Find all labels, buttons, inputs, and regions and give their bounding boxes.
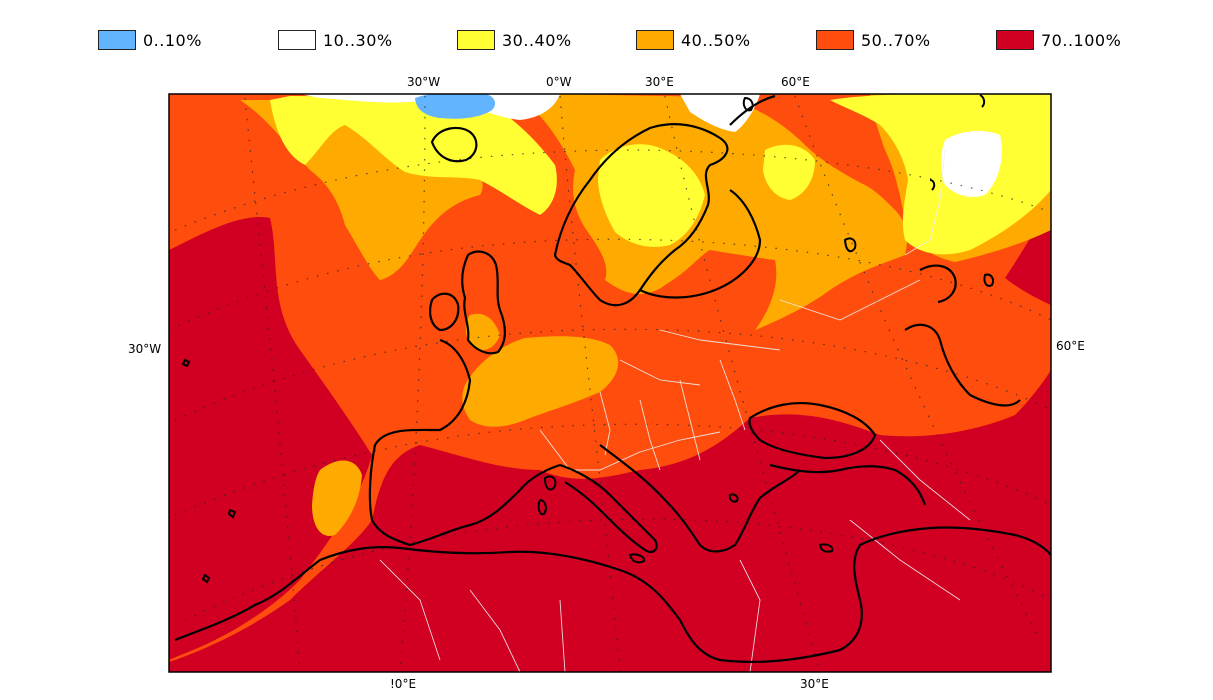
color-legend: 0..10% 10..30% 30..40% 40..50% 50..70% 7… [98, 28, 1138, 54]
legend-item-0-10: 0..10% [98, 28, 202, 52]
region-30-40-scandinavia [598, 144, 705, 247]
region-70-100-southwest [169, 217, 372, 660]
region-40-50-atlantic-south [312, 460, 362, 536]
legend-label: 30..40% [502, 30, 572, 50]
legend-item-30-40: 30..40% [457, 28, 572, 52]
legend-item-70-100: 70..100% [996, 28, 1121, 52]
left-tick-30w: 30°W [128, 342, 162, 356]
region-40-50-uk [465, 313, 500, 351]
coast-black-sea [748, 402, 877, 460]
coast-caspian [904, 323, 1021, 407]
region-40-50-central-europe [462, 336, 619, 427]
coast-iceland [430, 126, 478, 163]
region-30-40-north-atlantic [270, 96, 557, 215]
legend-label: 70..100% [1041, 30, 1122, 50]
legend-label: 0..10% [143, 30, 202, 50]
top-tick-30e: 30°E [645, 75, 674, 89]
legend-swatch-dark-red [996, 30, 1034, 50]
legend-item-50-70: 50..70% [816, 28, 931, 52]
legend-swatch-yellow [457, 30, 495, 50]
graticule [169, 95, 1051, 672]
legend-label: 40..50% [681, 30, 751, 50]
coast-north-africa [174, 526, 1051, 664]
legend-swatch-white [278, 30, 316, 50]
legend-swatch-red-orange [816, 30, 854, 50]
coast-ireland [429, 292, 460, 332]
legend-swatch-orange [636, 30, 674, 50]
coast-scandinavia [553, 123, 729, 307]
right-tick-60e: 60°E [1056, 339, 1085, 353]
coast-balkans-greece [599, 444, 801, 553]
small-islands [181, 94, 995, 584]
coast-great-britain [461, 250, 507, 355]
region-10-30-north [300, 94, 560, 120]
region-10-30-novaya-zemlya [941, 130, 1002, 197]
legend-item-40-50: 40..50% [636, 28, 751, 52]
coast-caspian-north [919, 264, 957, 304]
coast-italy [559, 463, 658, 554]
region-10-30-svalbard [680, 94, 760, 132]
coast-iberia-france [368, 338, 561, 547]
top-tick-30w: 30°W [407, 75, 441, 89]
region-30-40-russia [763, 144, 815, 200]
top-tick-0w: 0°W [546, 75, 572, 89]
coast-turkey [769, 463, 927, 506]
legend-label: 10..30% [323, 30, 393, 50]
bottom-tick-0e: !0°E [390, 677, 417, 691]
legend-item-10-30: 10..30% [278, 28, 393, 52]
legend-label: 50..70% [861, 30, 931, 50]
map-field [169, 94, 1051, 672]
region-0-10-greenland [415, 94, 496, 119]
map-frame [168, 93, 1052, 673]
bottom-tick-30e: 30°E [800, 677, 829, 691]
legend-swatch-blue [98, 30, 136, 50]
top-tick-60e: 60°E [781, 75, 810, 89]
coast-finland-baltic [639, 189, 762, 299]
